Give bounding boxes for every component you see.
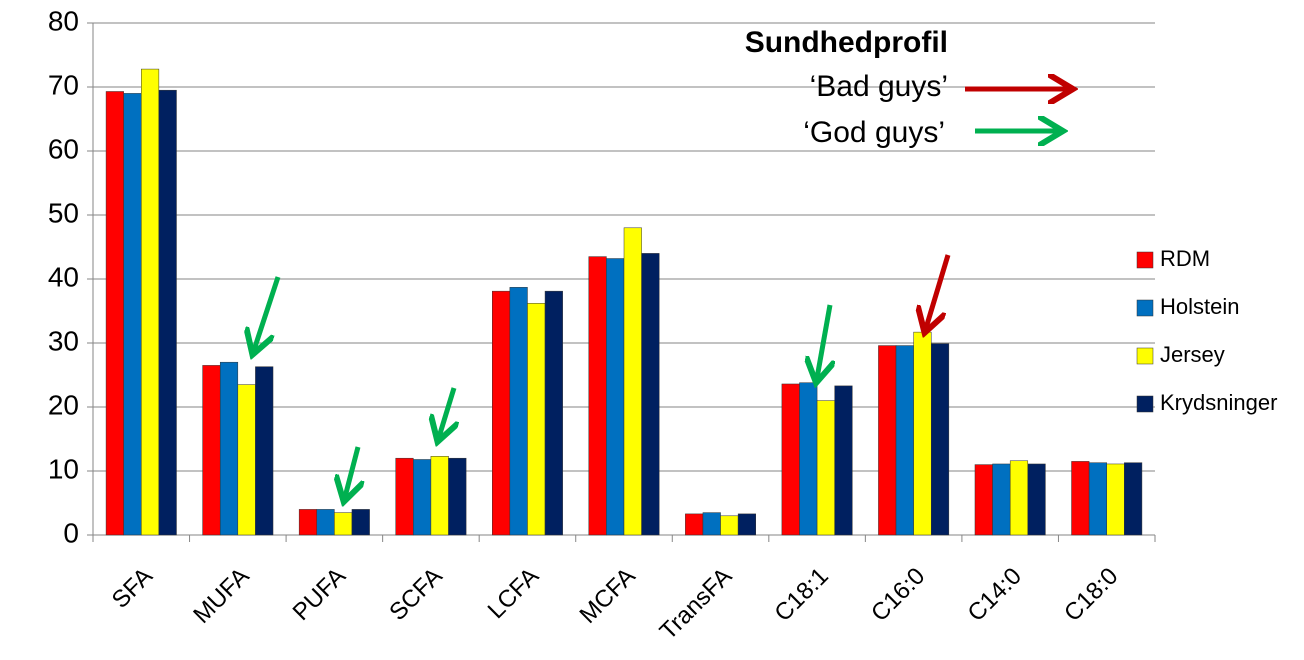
bar bbox=[737, 513, 756, 536]
annotation: ‘God guys’ bbox=[803, 116, 945, 149]
bar bbox=[816, 400, 835, 536]
bar bbox=[606, 258, 625, 536]
bar bbox=[105, 91, 124, 536]
bar bbox=[702, 512, 721, 536]
bar bbox=[895, 345, 914, 536]
bar bbox=[527, 303, 546, 536]
bar bbox=[641, 253, 660, 536]
x-tick-label: MCFA bbox=[574, 563, 640, 629]
x-tick-label: TransFA bbox=[655, 563, 738, 646]
legend-swatch bbox=[1136, 299, 1154, 317]
x-tick-label: C14:0 bbox=[963, 563, 1027, 627]
bar bbox=[298, 509, 318, 536]
chart-title: Sundhedprofil bbox=[745, 26, 948, 59]
x-tick-label: SCFA bbox=[384, 563, 447, 626]
bar bbox=[834, 385, 853, 536]
bar bbox=[544, 290, 563, 536]
legend-swatch bbox=[1136, 347, 1154, 365]
y-tick-label: 80 bbox=[48, 5, 79, 36]
bar bbox=[492, 290, 511, 536]
x-tick-label: PUFA bbox=[288, 563, 351, 626]
bar bbox=[158, 89, 177, 536]
bar bbox=[781, 383, 800, 536]
y-tick-label: 70 bbox=[48, 69, 79, 100]
bar bbox=[219, 361, 239, 536]
bar bbox=[202, 365, 221, 536]
x-tick-label: MUFA bbox=[188, 563, 254, 629]
y-tick-label: 40 bbox=[48, 261, 79, 292]
bar bbox=[623, 227, 642, 536]
bar bbox=[430, 456, 449, 536]
arrow bbox=[439, 387, 454, 437]
legend-swatch bbox=[1136, 251, 1154, 269]
bar bbox=[1088, 462, 1107, 536]
bar bbox=[913, 331, 932, 536]
y-tick-label: 20 bbox=[48, 389, 79, 420]
bar bbox=[1071, 461, 1090, 536]
x-tick-label: C18:0 bbox=[1059, 563, 1123, 627]
arrow bbox=[345, 446, 358, 497]
bar bbox=[413, 459, 432, 536]
annotation: ‘Bad guys’ bbox=[810, 70, 948, 103]
y-tick-label: 10 bbox=[48, 453, 79, 484]
bar bbox=[334, 512, 353, 536]
x-tick-label: C18:1 bbox=[769, 563, 833, 627]
bar bbox=[316, 509, 335, 536]
arrows bbox=[254, 89, 1068, 497]
bar bbox=[1106, 463, 1125, 536]
bar bbox=[1009, 460, 1029, 536]
x-tick-label: SFA bbox=[107, 563, 158, 614]
y-tick-label: 50 bbox=[48, 197, 79, 228]
bar bbox=[123, 93, 142, 536]
y-tick-label: 60 bbox=[48, 133, 79, 164]
bar bbox=[1124, 462, 1143, 536]
legend-label: Krydsninger bbox=[1160, 390, 1277, 415]
bar bbox=[992, 463, 1011, 536]
bars bbox=[105, 68, 1143, 536]
bar bbox=[799, 382, 818, 536]
bar bbox=[1027, 463, 1046, 536]
bar bbox=[351, 509, 370, 536]
arrow bbox=[254, 276, 281, 350]
x-tick-label: LCFA bbox=[483, 563, 545, 625]
legend-swatch bbox=[1136, 395, 1154, 413]
legend-label: RDM bbox=[1160, 246, 1210, 271]
y-tick-label: 30 bbox=[48, 325, 79, 356]
bar bbox=[720, 515, 739, 536]
bar bbox=[141, 68, 160, 536]
bar bbox=[255, 366, 274, 536]
bar bbox=[395, 457, 414, 536]
arrow bbox=[817, 304, 830, 378]
x-tick-label: C16:0 bbox=[866, 563, 930, 627]
bar bbox=[509, 287, 528, 536]
bar bbox=[588, 256, 607, 536]
bar bbox=[237, 384, 256, 536]
legend-label: Jersey bbox=[1160, 342, 1225, 367]
bar bbox=[448, 457, 467, 536]
bar bbox=[974, 464, 993, 536]
bar bbox=[685, 513, 704, 536]
arrow bbox=[926, 254, 951, 328]
legend-label: Holstein bbox=[1160, 294, 1239, 319]
bar bbox=[878, 345, 897, 536]
bar bbox=[930, 343, 950, 536]
y-tick-label: 0 bbox=[63, 517, 79, 548]
